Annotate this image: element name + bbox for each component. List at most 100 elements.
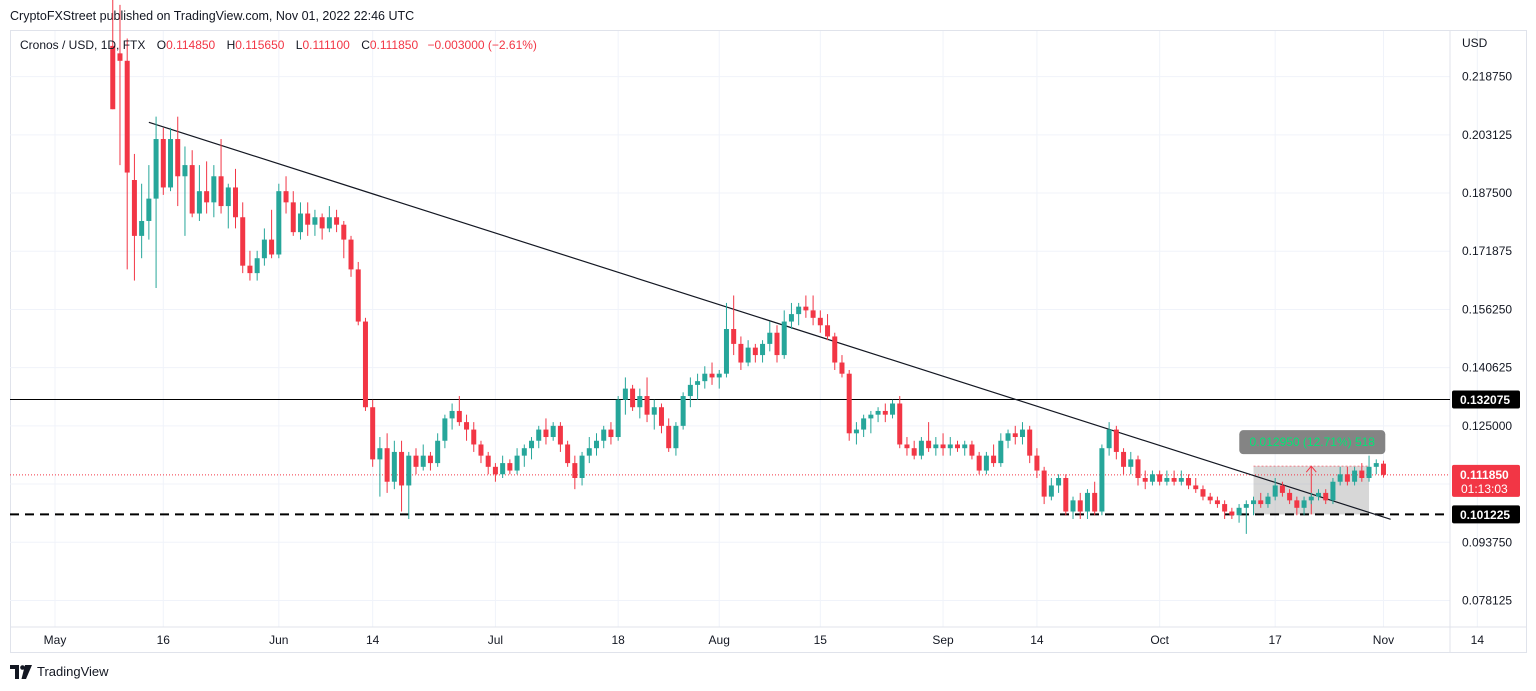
- candle-body: [326, 217, 332, 229]
- candle-body: [1121, 451, 1127, 467]
- candle: [420, 444, 426, 471]
- candle: [752, 343, 758, 363]
- candle-body: [391, 451, 397, 482]
- candle: [362, 317, 368, 411]
- candle-body: [1301, 500, 1307, 508]
- candle-body: [1330, 481, 1336, 501]
- candle-body: [911, 448, 917, 456]
- candle: [146, 165, 152, 240]
- candle: [673, 422, 679, 456]
- tradingview-logo-icon[interactable]: [10, 664, 32, 679]
- candle-body: [1316, 492, 1321, 497]
- candle: [377, 437, 383, 497]
- change-value: −0.003000 (−2.61%): [427, 38, 537, 52]
- candle-body: [1070, 500, 1076, 512]
- candle: [413, 448, 419, 475]
- candle-body: [1164, 478, 1170, 482]
- candle: [1337, 466, 1343, 486]
- candle-body: [586, 448, 592, 456]
- candle: [1279, 481, 1285, 497]
- open-value: 0.114850: [166, 38, 216, 52]
- candle: [572, 455, 578, 490]
- candle-body: [709, 373, 715, 378]
- candle-body: [947, 444, 953, 449]
- candle-body: [1099, 448, 1105, 512]
- candle: [312, 209, 318, 236]
- candle-body: [1222, 504, 1228, 512]
- currency-label: USD: [1462, 36, 1488, 50]
- candle: [124, 38, 130, 270]
- candle: [666, 418, 672, 452]
- candle: [1149, 470, 1155, 486]
- candle: [464, 414, 470, 441]
- candle-body: [1157, 474, 1163, 482]
- candle-body: [651, 407, 657, 415]
- candle-body: [110, 45, 116, 110]
- candle: [529, 437, 535, 460]
- candle-body: [738, 343, 744, 363]
- candle-body: [557, 425, 563, 445]
- x-tick-label: Sep: [932, 633, 954, 647]
- candle: [305, 202, 311, 236]
- candle-body: [283, 191, 289, 203]
- candle: [355, 261, 361, 326]
- candle: [117, 4, 123, 166]
- candle: [803, 295, 809, 318]
- candle-body: [355, 269, 361, 322]
- candle-body: [1048, 485, 1054, 497]
- candle-body: [196, 191, 202, 214]
- candle: [680, 392, 686, 430]
- candle: [947, 437, 953, 456]
- candle: [1323, 489, 1329, 505]
- candle: [153, 116, 159, 289]
- candle: [233, 168, 238, 229]
- candle-body: [926, 440, 932, 449]
- candle: [846, 369, 852, 441]
- candle: [514, 448, 520, 475]
- candle: [687, 377, 693, 408]
- candle-body: [1186, 478, 1192, 486]
- candle-body: [839, 362, 845, 374]
- candle-body: [269, 239, 275, 255]
- candle-body: [817, 317, 823, 326]
- candle: [456, 396, 462, 426]
- candle-body: [1027, 429, 1033, 456]
- candle: [283, 176, 289, 214]
- candle: [276, 183, 282, 259]
- candle: [796, 302, 802, 326]
- x-tick-label: 16: [157, 633, 171, 647]
- candle-body: [882, 410, 888, 415]
- candle: [391, 440, 397, 490]
- tradingview-brand[interactable]: TradingView: [37, 664, 109, 679]
- candle: [399, 440, 405, 512]
- candle: [991, 444, 997, 467]
- candle-body: [615, 399, 621, 438]
- candle: [1092, 481, 1098, 516]
- candle: [131, 153, 137, 281]
- candle-body: [211, 176, 217, 203]
- symbol-label[interactable]: Cronos / USD, 1D, FTX: [20, 38, 146, 52]
- candle-body: [897, 403, 903, 445]
- y-tick-label: 0.140625: [1462, 361, 1512, 375]
- candle: [962, 440, 968, 456]
- candle: [702, 366, 708, 389]
- candle: [738, 336, 744, 370]
- x-tick-label: 15: [814, 633, 828, 647]
- candle-body: [225, 187, 231, 207]
- candle: [868, 410, 874, 434]
- candle: [1019, 422, 1025, 445]
- candle-body: [1294, 500, 1300, 508]
- candle: [933, 437, 939, 456]
- candle-body: [204, 191, 210, 203]
- candle-body: [1171, 478, 1177, 482]
- candle: [983, 451, 989, 475]
- candle: [1258, 492, 1264, 508]
- candle: [904, 437, 910, 456]
- candle-body: [955, 444, 960, 449]
- candle: [955, 440, 960, 452]
- candle-body: [644, 396, 650, 415]
- candle-body: [1323, 492, 1329, 501]
- candle: [1164, 470, 1170, 486]
- x-tick-label: Oct: [1150, 633, 1169, 647]
